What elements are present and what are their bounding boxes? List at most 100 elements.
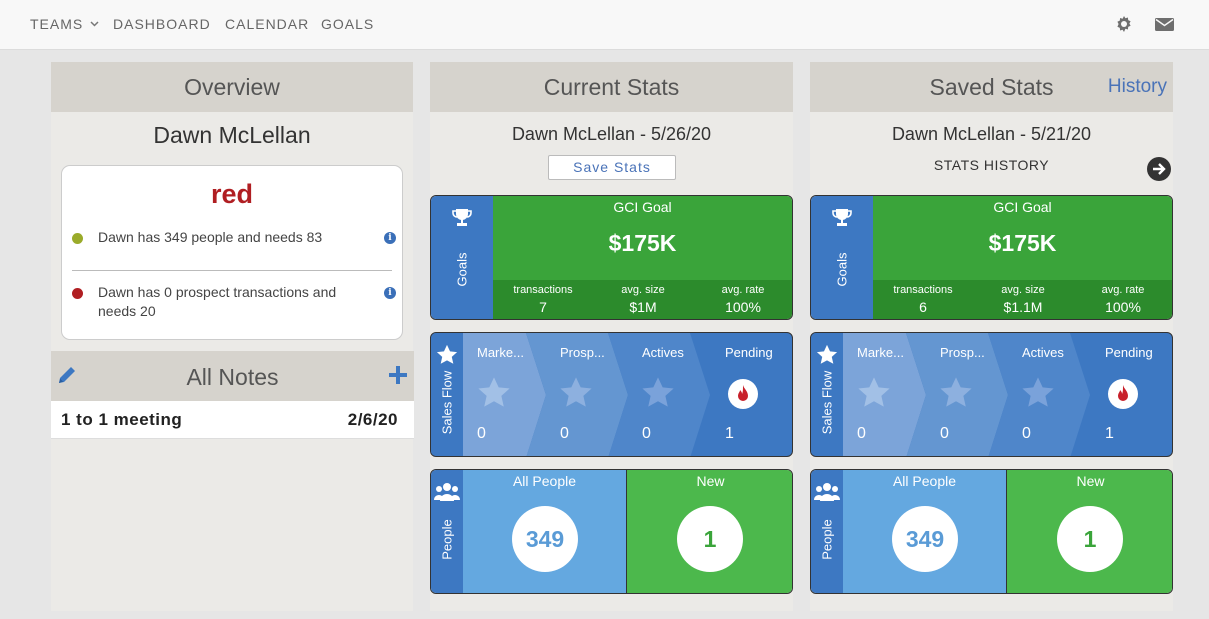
people-side: People — [431, 470, 463, 593]
flow-stage-value: 0 — [560, 425, 569, 442]
goals-side: Goals — [431, 196, 493, 319]
sales-flow-card: Sales Flow Marke... 0 Prosp... 0 Actives… — [430, 332, 793, 457]
flow-stage-value: 1 — [1105, 425, 1114, 442]
goals-side: Goals — [811, 196, 873, 319]
flow-stage-pending[interactable]: Pending 1 — [1089, 333, 1172, 456]
goal-substat-label: avg. size — [1001, 284, 1045, 296]
people-side-label: People — [819, 519, 835, 560]
sales-flow-card: Sales Flow Marke... 0 Prosp... 0 Actives… — [810, 332, 1173, 457]
goal-substat-value: 7 — [539, 299, 547, 315]
sales-flow-side: Sales Flow — [811, 333, 843, 456]
sales-flow-side: Sales Flow — [431, 333, 463, 456]
info-icon[interactable]: i — [384, 232, 396, 244]
stats-history-label: STATS HISTORY — [933, 157, 1050, 173]
goal-substat-label: avg. rate — [721, 284, 765, 296]
new-people-box[interactable]: New 1 — [1007, 470, 1172, 593]
note-date: 2/6/20 — [347, 410, 398, 429]
goal-substat-label: transactions — [893, 284, 953, 296]
flow-stage-prospects[interactable]: Prosp... 0 — [545, 333, 627, 456]
gear-icon[interactable] — [1114, 14, 1134, 34]
all-people-label: All People — [892, 473, 957, 489]
users-icon — [814, 483, 840, 501]
people-card: People All People 349 New 1 — [810, 469, 1173, 594]
goal-substat: avg. size $1M — [593, 284, 693, 315]
goal-substat-label: avg. rate — [1101, 284, 1145, 296]
plus-icon[interactable] — [388, 365, 408, 385]
overview-item: Dawn has 0 prospect transactions and nee… — [72, 283, 396, 323]
star-icon — [478, 377, 510, 407]
star-icon — [858, 377, 890, 407]
trophy-icon — [832, 209, 852, 226]
flow-stage-label: Prosp... — [560, 345, 605, 360]
goals-side-label: Goals — [454, 252, 470, 287]
sales-flow-side-label: Sales Flow — [439, 370, 455, 435]
all-people-box[interactable]: All People 349 — [843, 470, 1007, 593]
flame-icon — [728, 379, 758, 409]
nav-teams[interactable]: TEAMS — [30, 16, 99, 32]
flow-stage-label: Marke... — [477, 345, 524, 360]
flow-stage-marketing[interactable]: Marke... 0 — [463, 333, 545, 456]
overview-title: Overview — [51, 62, 413, 112]
overview-divider — [72, 270, 392, 271]
flow-stage-prospects[interactable]: Prosp... 0 — [925, 333, 1007, 456]
gci-goal-box: GCI Goal $175K — [873, 196, 1172, 280]
goals-card: Goals GCI Goal $175K transactions 7 avg.… — [430, 195, 793, 320]
envelope-icon[interactable] — [1155, 14, 1174, 34]
goal-substat-value: 6 — [919, 299, 927, 315]
new-people-label: New — [696, 473, 725, 489]
goals-side-label: Goals — [834, 252, 850, 287]
gci-goal-value: $175K — [608, 230, 677, 256]
flow-stage-value: 0 — [642, 425, 651, 442]
people-side-label: People — [439, 519, 455, 560]
overview-panel: Overview Dawn McLellan red Dawn has 349 … — [51, 62, 414, 611]
all-people-count: 349 — [512, 506, 578, 572]
flow-stage-marketing[interactable]: Marke... 0 — [843, 333, 925, 456]
goal-substat: avg. rate 100% — [1073, 284, 1172, 315]
goal-substat-value: $1M — [629, 299, 657, 315]
star-icon — [816, 344, 838, 364]
flow-stage-pending[interactable]: Pending 1 — [709, 333, 792, 456]
notes-title: All Notes — [186, 364, 279, 390]
all-people-label: All People — [512, 473, 577, 489]
note-title: 1 to 1 meeting — [61, 410, 183, 429]
overview-status: red — [210, 179, 254, 209]
history-link[interactable]: History — [1107, 76, 1167, 97]
nav-goals[interactable]: GOALS — [321, 16, 375, 32]
star-icon — [642, 377, 674, 407]
info-icon[interactable]: i — [384, 287, 396, 299]
nav-dashboard[interactable]: DASHBOARD — [113, 16, 211, 32]
goal-substat-value: $1.1M — [1003, 299, 1043, 315]
new-people-count: 1 — [1057, 506, 1123, 572]
goals-card: Goals GCI Goal $175K transactions 6 avg.… — [810, 195, 1173, 320]
flow-stage-label: Pending — [725, 345, 773, 360]
star-icon — [436, 344, 458, 364]
flame-icon — [1108, 379, 1138, 409]
note-row[interactable]: 1 to 1 meeting 2/6/20 — [51, 401, 414, 439]
all-people-box[interactable]: All People 349 — [463, 470, 627, 593]
saved-name-date: Dawn McLellan - 5/21/20 — [891, 124, 1092, 144]
flow-stage-actives[interactable]: Actives 0 — [627, 333, 709, 456]
save-stats-button[interactable]: Save Stats — [548, 155, 676, 180]
top-nav: TEAMS DASHBOARD CALENDAR GOALS — [0, 0, 1209, 50]
nav-calendar[interactable]: CALENDAR — [225, 16, 310, 32]
gci-goal-title: GCI Goal — [613, 199, 672, 215]
arrow-right-circle-icon[interactable] — [1147, 157, 1171, 181]
new-people-count: 1 — [677, 506, 743, 572]
goal-substat: transactions 7 — [493, 284, 593, 315]
flow-stage-label: Actives — [1022, 345, 1064, 360]
status-dot-olive — [72, 233, 83, 244]
flow-stage-value: 0 — [477, 425, 486, 442]
notes-header: All Notes — [51, 351, 414, 401]
star-icon — [560, 377, 592, 407]
gci-goal-title: GCI Goal — [993, 199, 1052, 215]
goal-substat-value: 100% — [725, 299, 761, 315]
pencil-icon[interactable] — [56, 364, 78, 386]
new-people-box[interactable]: New 1 — [627, 470, 792, 593]
flow-stage-label: Actives — [642, 345, 684, 360]
flow-stage-actives[interactable]: Actives 0 — [1007, 333, 1089, 456]
flow-stage-label: Pending — [1105, 345, 1153, 360]
saved-stats-panel: Saved Stats History Dawn McLellan - 5/21… — [810, 62, 1173, 611]
goal-substats: transactions 7 avg. size $1M avg. rate 1… — [493, 280, 792, 319]
status-dot-red — [72, 288, 83, 299]
current-stats-title: Current Stats — [430, 62, 793, 112]
